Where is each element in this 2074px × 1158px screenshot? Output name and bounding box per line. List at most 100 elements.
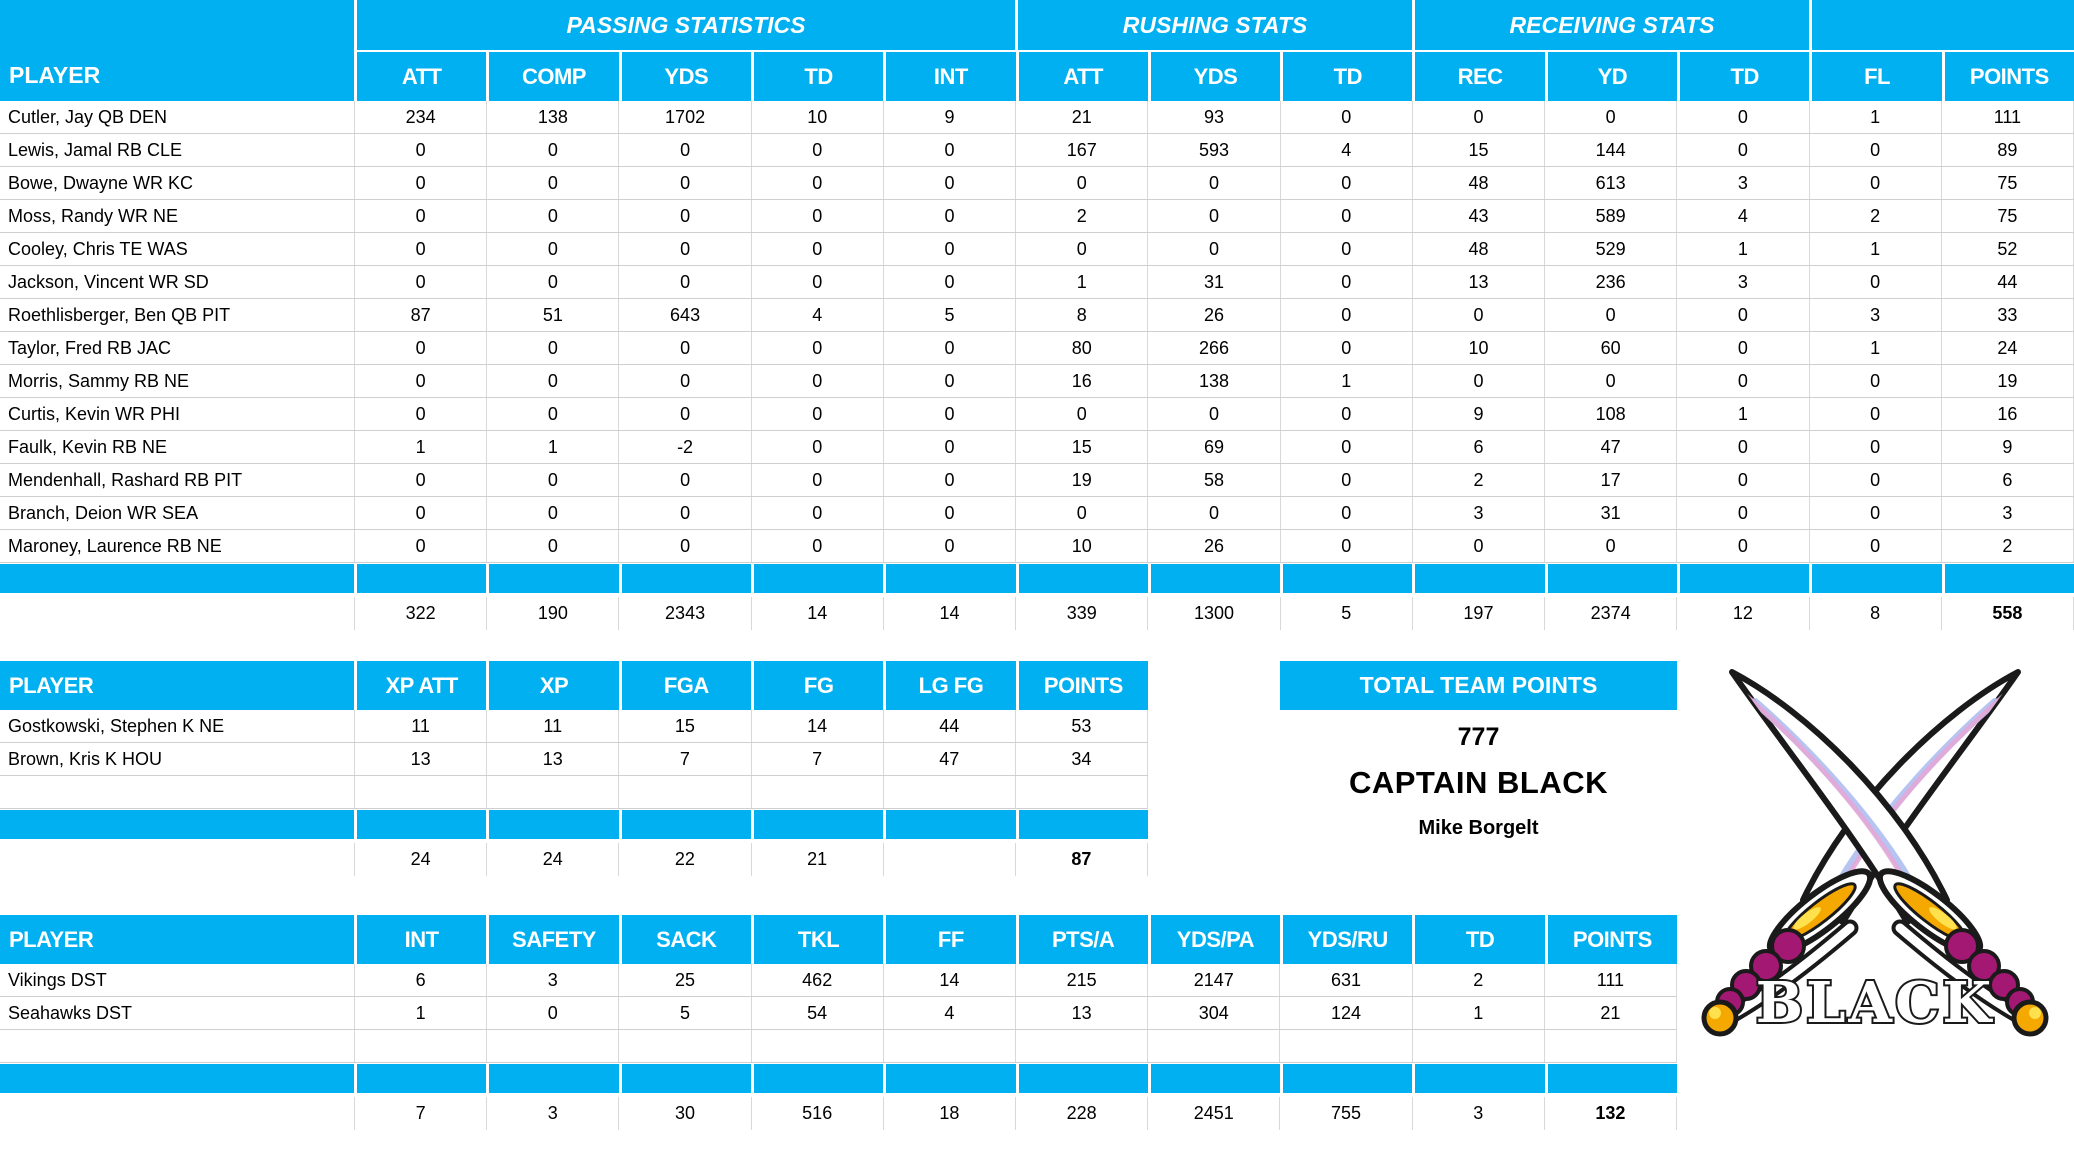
empty-cell [619,776,752,808]
total-cell: 87 [1016,843,1148,876]
stat-cell: 8 [1016,299,1149,331]
team-summary-panel: TOTAL TEAM POINTS 777 CAPTAIN BLACK Mike… [1280,661,1677,840]
stat-cell: 0 [487,200,620,232]
stat-cell: 2147 [1148,964,1281,996]
column-header: XP ATT [357,661,487,710]
column-header: ATT [357,52,487,101]
empty-cell [752,776,884,808]
table-row: Moss, Randy WR NE 0 0 0 0 0 2 0 0 43 589 4 2 75 [0,200,2074,233]
stat-cell: 167 [1016,134,1149,166]
stat-cell: 0 [355,167,488,199]
column-header: LG FG [886,661,1016,710]
stat-cell: 19 [1942,365,2074,397]
stat-cell: 0 [1413,365,1546,397]
stat-cell: 0 [487,464,620,496]
totals-row: 7 3 30 516 18 228 2451 755 3 132 [0,1097,1677,1130]
stat-cell: 9 [1942,431,2074,463]
stat-cell: 26 [1148,299,1281,331]
band-cell [489,564,619,593]
band-cell [1547,564,1678,593]
stat-cell: 24 [1942,332,2074,364]
total-cell: 2451 [1148,1097,1281,1130]
total-cell: 516 [752,1097,884,1130]
band-cell [753,564,884,593]
stat-cell: 0 [355,134,488,166]
column-header: YDS [621,52,751,101]
stat-cell: 0 [884,332,1017,364]
stat-cell: 4 [752,299,884,331]
stat-cell: 0 [752,431,884,463]
stat-cell: 0 [619,233,752,265]
main-table-body: Cutler, Jay QB DEN 234 138 1702 10 9 21 93 0 0 0 0 1… [0,101,2074,630]
band-cell [357,1064,487,1093]
main-column-header-row: ATT COMP YDS TD INT ATT YDS TD REC YD TD FL POINTS [357,52,2074,101]
stat-cell: 1 [1016,266,1149,298]
player-name-cell: Vikings DST [0,964,355,996]
player-name-cell: Brown, Kris K HOU [0,743,355,775]
total-team-points-header: TOTAL TEAM POINTS [1280,661,1677,710]
stat-cell: 144 [1545,134,1678,166]
stat-cell: 0 [884,167,1017,199]
empty-cell [355,776,488,808]
stat-cell: 0 [752,134,884,166]
band-cell [0,564,354,593]
stat-cell: 44 [1942,266,2074,298]
stat-cell: 13 [487,743,620,775]
band-cell [1018,564,1148,593]
stat-cell: 0 [752,464,884,496]
stat-cell: 138 [487,101,620,133]
column-header: YDS/RU [1283,915,1413,964]
stat-cell: 13 [1413,266,1546,298]
column-header: TKL [753,915,884,964]
table-row: Morris, Sammy RB NE 0 0 0 0 0 16 138 1 0 0 0 0 19 [0,365,2074,398]
logo-text: BLACK [1756,970,1994,1036]
team-logo: BLACK [1700,650,2050,1050]
stat-cell: 0 [619,530,752,562]
empty-row [0,776,1148,809]
stat-cell: 25 [619,964,752,996]
total-cell: 190 [487,597,620,630]
stat-cell: 4 [1677,200,1810,232]
total-cell: 8 [1810,597,1942,630]
column-header: YD [1547,52,1678,101]
stat-cell: 0 [1281,530,1413,562]
stat-cell: 89 [1942,134,2074,166]
main-player-column-header: PLAYER [0,0,354,101]
empty-cell [487,776,620,808]
group-header-row: PASSING STATISTICS RUSHING STATS RECEIVI… [357,0,2074,50]
stat-cell: 0 [487,997,620,1029]
stat-cell: 0 [1148,398,1281,430]
empty-cell [1413,1030,1545,1062]
total-cell: 339 [1016,597,1149,630]
band-cell [0,1064,354,1093]
stat-cell: 1 [1677,233,1810,265]
stat-cell: 0 [1810,431,1942,463]
stat-cell: 26 [1148,530,1281,562]
stat-cell: 0 [619,167,752,199]
stat-cell: 0 [355,200,488,232]
stat-cell: 0 [1810,398,1942,430]
stat-cell: 93 [1148,101,1281,133]
stat-cell: 593 [1148,134,1281,166]
stat-cell: 643 [619,299,752,331]
stat-cell: 0 [884,233,1017,265]
stat-cell: 1 [487,431,620,463]
stat-cell: 2 [1016,200,1149,232]
stat-cell: 80 [1016,332,1149,364]
stat-cell: 7 [752,743,884,775]
stat-cell: 5 [884,299,1017,331]
table-row: Vikings DST 6 3 25 462 14 215 2147 631 2 111 [0,964,1677,997]
player-name-cell: Morris, Sammy RB NE [0,365,355,397]
stat-cell: 0 [487,497,620,529]
stat-cell: 7 [619,743,752,775]
stat-cell: 0 [1281,431,1413,463]
stat-cell: 75 [1942,200,2074,232]
stat-cell: 0 [1413,101,1546,133]
stat-cell: 3 [1942,497,2074,529]
stat-cell: 0 [884,266,1017,298]
total-cell: 12 [1677,597,1810,630]
column-header: SAFETY [489,915,619,964]
band-cell [1018,1064,1148,1093]
stat-cell: 1702 [619,101,752,133]
empty-cell [752,1030,884,1062]
